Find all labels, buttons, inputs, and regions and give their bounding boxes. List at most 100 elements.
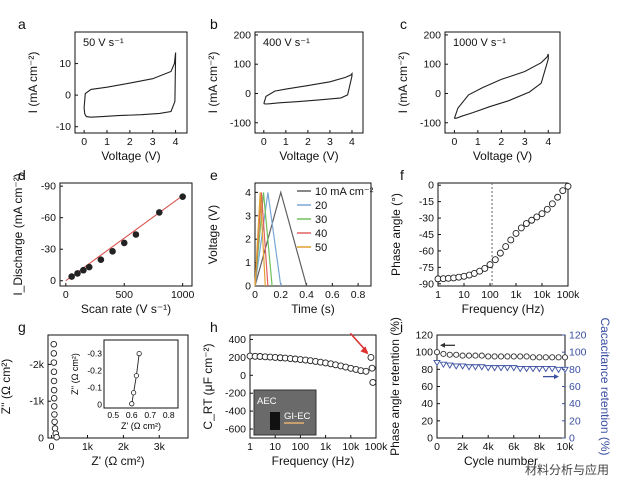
- x-tick-label: 0: [261, 136, 267, 148]
- y-tick-label: -100: [230, 117, 251, 129]
- plot-frame: [249, 334, 377, 439]
- plot-frame: [436, 334, 566, 439]
- inset-data-point: [131, 390, 137, 396]
- x-tick-label: 1k: [82, 441, 94, 453]
- plot-frame: [47, 334, 189, 439]
- capacitance-retention-point: [439, 361, 448, 369]
- y-axis-label: I_Discharge (mA cm⁻²): [11, 173, 25, 295]
- data-point: [50, 395, 58, 402]
- x-tick-label: 6k: [508, 441, 520, 453]
- x-tick-label: 1000: [171, 289, 195, 301]
- y-axis-label: Z'' (Ω cm²): [0, 359, 13, 415]
- x-tick-label: 0.6: [325, 289, 340, 301]
- x-axis-label: Frequency (Hz): [272, 454, 355, 468]
- phase-retention-point: [446, 351, 453, 358]
- data-point: [68, 273, 75, 280]
- x-tick-label: 0: [81, 136, 87, 148]
- arrow-left-head: [440, 342, 445, 348]
- capacitance-retention-point: [510, 365, 518, 372]
- x-tick-label: 100k: [557, 289, 581, 301]
- y-tick-label: 200: [423, 29, 441, 41]
- x-tick-label: 1: [104, 136, 110, 148]
- legend-label: 50: [315, 242, 327, 254]
- x-tick-label: 2: [127, 136, 133, 148]
- y-tick-label: -2k: [29, 359, 44, 371]
- data-point: [74, 270, 81, 277]
- y-tick-label: 0: [427, 433, 433, 445]
- data-point: [502, 243, 510, 251]
- right-y-tick-label: 20: [569, 415, 581, 427]
- right-y-tick-label: 80: [569, 364, 581, 376]
- y-tick-label: 40: [421, 398, 433, 410]
- x-tick-label: 10k: [342, 441, 360, 453]
- phase-retention-point: [465, 352, 473, 359]
- panel-b: 0 1 2 3 4 -100 0 100 200 Voltage (V) I (mA cm⁻²) b 4…: [206, 16, 364, 163]
- y-tick-label: 0: [38, 433, 44, 445]
- data-point: [53, 434, 60, 441]
- scan-rate-annotation: 1000 V s⁻¹: [453, 37, 506, 49]
- y-axis-label: I (mA cm⁻²): [396, 52, 410, 114]
- data-point: [109, 248, 116, 255]
- x-tick-label: 100k: [365, 441, 389, 453]
- data-point: [50, 386, 58, 394]
- x-tick-label: 4: [349, 136, 355, 148]
- cv-curve: [263, 72, 353, 105]
- data-point: [50, 359, 58, 366]
- data-point: [564, 182, 572, 190]
- data-point: [132, 231, 140, 238]
- data-point: [50, 368, 58, 376]
- data-point: [486, 261, 494, 269]
- phase-retention-point: [504, 353, 511, 360]
- x-axis-label: Time (s): [291, 302, 335, 316]
- data-point: [543, 205, 551, 213]
- capacitance-retention-point: [554, 366, 563, 374]
- y-tick-label: -200: [225, 388, 246, 400]
- phase-retention-point: [542, 354, 549, 361]
- inset-x-tick-label: 0.8: [163, 410, 175, 420]
- inset-x-tick-label: 0.6: [126, 410, 138, 420]
- right-y-tick-label: 40: [569, 398, 581, 410]
- y-tick-label: 200: [233, 29, 251, 41]
- phase-retention-point: [453, 351, 460, 358]
- plot-frame: [254, 182, 372, 287]
- y-axis-label: Phase angle (°): [389, 193, 403, 276]
- x-tick-label: 1k: [320, 441, 332, 453]
- data-point: [554, 193, 562, 201]
- data-point: [548, 200, 556, 208]
- y-tick-label: 400: [228, 334, 246, 346]
- x-axis-label: Voltage (V): [279, 149, 338, 163]
- data-point: [80, 266, 87, 274]
- y-tick-label: -1k: [29, 396, 44, 408]
- fit-line: [65, 195, 184, 282]
- arrow-head: [360, 346, 369, 355]
- right-y-axis-label: Cacacitance retention (%): [598, 317, 612, 455]
- x-tick-label: 10: [458, 289, 470, 301]
- phase-retention-point: [510, 353, 517, 360]
- data-point: [50, 340, 57, 348]
- capacitance-retention-point: [497, 365, 505, 372]
- capacitance-retention-point: [465, 364, 473, 371]
- y-axis-label: C_RT (μF cm⁻²): [201, 343, 215, 429]
- x-axis-label: Voltage (V): [473, 149, 532, 163]
- capacitance-retention-point: [458, 363, 467, 370]
- phase-retention-point: [472, 352, 479, 359]
- inset-x-tick-label: 0.7: [144, 410, 156, 420]
- y-tick-label: 0: [65, 90, 71, 102]
- x-tick-label: 3: [327, 136, 333, 148]
- x-tick-label: 0: [63, 289, 69, 301]
- y-tick-label: 0: [245, 88, 251, 100]
- inset-y-tick-label: -0.1: [87, 383, 102, 393]
- y-tick-label: 20: [421, 415, 433, 427]
- legend-label: 40: [315, 228, 327, 240]
- series-line: [254, 192, 273, 287]
- data-point: [179, 193, 186, 200]
- x-axis-label: Cycle number: [464, 454, 538, 468]
- data-point: [476, 267, 484, 275]
- y-tick-label: -30: [41, 244, 56, 256]
- x-axis-label: Voltage (V): [101, 149, 160, 163]
- data-point: [491, 256, 499, 264]
- data-point: [369, 379, 377, 386]
- panel-label: c: [400, 16, 407, 32]
- data-point: [367, 353, 375, 361]
